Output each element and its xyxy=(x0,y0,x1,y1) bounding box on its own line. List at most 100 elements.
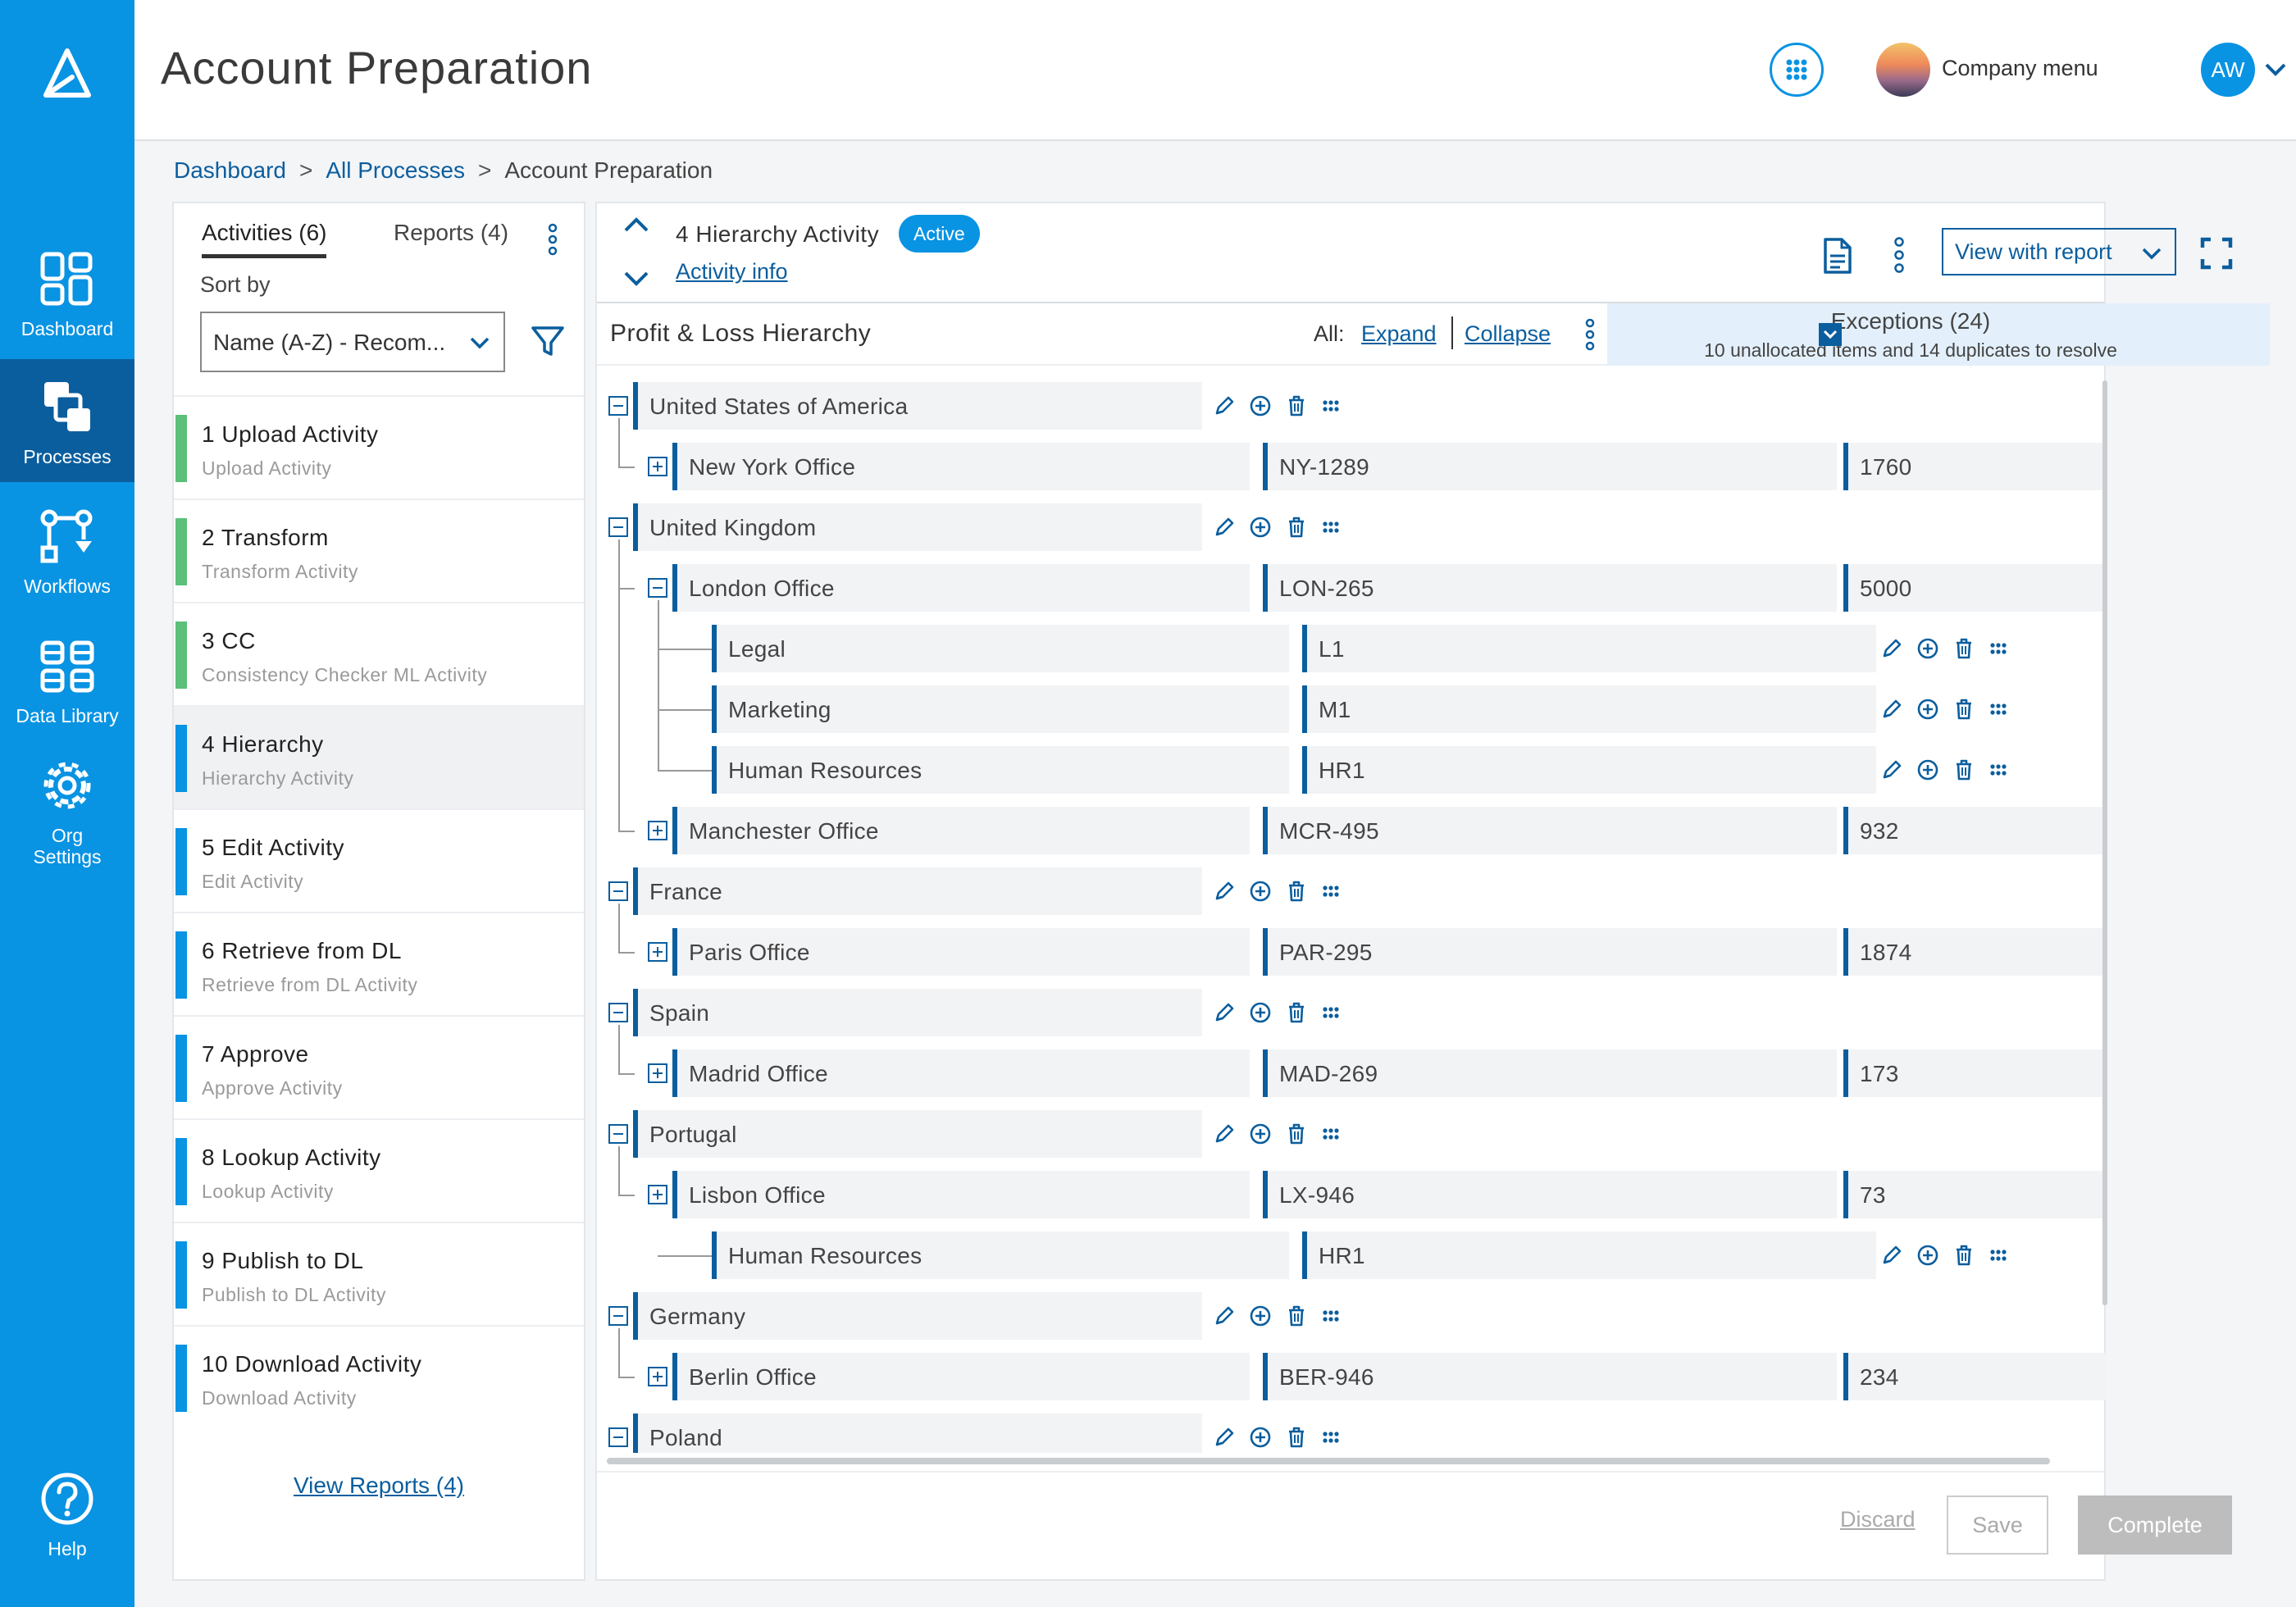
drag-handle-icon[interactable] xyxy=(1319,515,1343,539)
node-code-cell[interactable]: M1 xyxy=(1302,685,1876,733)
delete-icon[interactable] xyxy=(1284,394,1309,418)
collapse-node-button[interactable] xyxy=(608,517,628,537)
node-name-cell[interactable]: Legal xyxy=(712,625,1289,672)
rail-item-help[interactable]: Help xyxy=(0,1451,134,1574)
horizontal-scrollbar[interactable] xyxy=(607,1458,2050,1464)
node-name-cell[interactable]: Marketing xyxy=(712,685,1289,733)
rail-item-workflows[interactable]: Workflows xyxy=(0,489,134,612)
add-circle-icon[interactable] xyxy=(1248,1000,1273,1025)
node-code-cell[interactable]: LX-946 xyxy=(1263,1171,1837,1218)
expand-node-button[interactable] xyxy=(648,821,667,840)
node-value-cell[interactable]: 1874 xyxy=(1843,928,2106,976)
chevron-down-icon[interactable] xyxy=(622,269,651,289)
delete-icon[interactable] xyxy=(1952,758,1976,782)
drag-handle-icon[interactable] xyxy=(1986,1243,2011,1268)
node-name-cell[interactable]: Lisbon Office xyxy=(672,1171,1250,1218)
node-name-cell[interactable]: France xyxy=(633,867,1202,915)
delete-icon[interactable] xyxy=(1284,1425,1309,1450)
activity-list-item[interactable]: 10 Download Activity Download Activity xyxy=(174,1325,584,1428)
add-circle-icon[interactable] xyxy=(1916,758,1940,782)
activity-info-link[interactable]: Activity info xyxy=(676,259,788,284)
add-circle-icon[interactable] xyxy=(1248,515,1273,539)
drag-handle-icon[interactable] xyxy=(1319,1000,1343,1025)
activity-list-item[interactable]: 2 Transform Transform Activity xyxy=(174,498,584,602)
edit-icon[interactable] xyxy=(1879,697,1904,722)
app-logo-icon[interactable] xyxy=(34,44,100,110)
expand-node-button[interactable] xyxy=(648,1367,667,1386)
collapse-node-button[interactable] xyxy=(608,881,628,901)
node-name-cell[interactable]: Poland xyxy=(633,1414,1202,1453)
add-circle-icon[interactable] xyxy=(1916,1243,1940,1268)
node-code-cell[interactable]: NY-1289 xyxy=(1263,443,1837,490)
delete-icon[interactable] xyxy=(1952,697,1976,722)
chevron-up-icon[interactable] xyxy=(622,215,651,234)
document-icon[interactable] xyxy=(1820,236,1853,275)
node-name-cell[interactable]: Human Resources xyxy=(712,746,1289,794)
node-code-cell[interactable]: L1 xyxy=(1302,625,1876,672)
view-reports-link[interactable]: View Reports (4) xyxy=(294,1473,465,1498)
node-name-cell[interactable]: London Office xyxy=(672,564,1250,612)
node-name-cell[interactable]: Berlin Office xyxy=(672,1353,1250,1400)
activity-list-item[interactable]: 5 Edit Activity Edit Activity xyxy=(174,808,584,912)
kebab-menu-icon[interactable] xyxy=(1889,234,1909,275)
delete-icon[interactable] xyxy=(1284,1000,1309,1025)
kebab-menu-icon[interactable] xyxy=(1581,316,1599,353)
exceptions-toggle[interactable] xyxy=(1819,323,1842,346)
drag-handle-icon[interactable] xyxy=(1319,879,1343,904)
activity-list-item[interactable]: 7 Approve Approve Activity xyxy=(174,1015,584,1118)
drag-handle-icon[interactable] xyxy=(1319,1122,1343,1146)
delete-icon[interactable] xyxy=(1284,1304,1309,1328)
add-circle-icon[interactable] xyxy=(1916,636,1940,661)
company-menu-button[interactable]: Company menu xyxy=(1942,56,2098,80)
view-with-report-select[interactable]: View with report xyxy=(1942,228,2176,275)
node-value-cell[interactable]: 73 xyxy=(1843,1171,2106,1218)
node-name-cell[interactable]: Portugal xyxy=(633,1110,1202,1158)
activity-list-item[interactable]: 8 Lookup Activity Lookup Activity xyxy=(174,1118,584,1222)
add-circle-icon[interactable] xyxy=(1248,1122,1273,1146)
rail-item-org-settings[interactable]: Org Settings xyxy=(0,738,134,877)
edit-icon[interactable] xyxy=(1212,1425,1237,1450)
node-value-cell[interactable]: 234 xyxy=(1843,1353,2106,1400)
fullscreen-icon[interactable] xyxy=(2199,236,2234,271)
drag-handle-icon[interactable] xyxy=(1986,758,2011,782)
node-code-cell[interactable]: BER-946 xyxy=(1263,1353,1837,1400)
drag-handle-icon[interactable] xyxy=(1319,1304,1343,1328)
rail-item-dashboard[interactable]: Dashboard xyxy=(0,231,134,354)
activity-list-item[interactable]: 3 CC Consistency Checker ML Activity xyxy=(174,602,584,705)
rail-item-data-library[interactable]: Data Library xyxy=(0,618,134,741)
delete-icon[interactable] xyxy=(1284,879,1309,904)
kebab-menu-icon[interactable] xyxy=(543,221,563,257)
edit-icon[interactable] xyxy=(1212,515,1237,539)
tab-reports[interactable]: Reports (4) xyxy=(394,220,509,245)
collapse-node-button[interactable] xyxy=(608,1306,628,1326)
expand-node-button[interactable] xyxy=(648,457,667,476)
chevron-down-icon[interactable] xyxy=(2262,61,2289,79)
save-button[interactable]: Save xyxy=(1947,1495,2048,1555)
activity-list-item[interactable]: 1 Upload Activity Upload Activity xyxy=(174,395,584,498)
node-name-cell[interactable]: Manchester Office xyxy=(672,807,1250,854)
node-code-cell[interactable]: MCR-495 xyxy=(1263,807,1837,854)
collapse-node-button[interactable] xyxy=(608,1427,628,1447)
activity-list-item[interactable]: 4 Hierarchy Hierarchy Activity xyxy=(174,705,584,808)
edit-icon[interactable] xyxy=(1212,394,1237,418)
collapse-node-button[interactable] xyxy=(608,1003,628,1022)
app-grid-button[interactable] xyxy=(1770,43,1824,97)
node-value-cell[interactable]: 5000 xyxy=(1843,564,2106,612)
expand-node-button[interactable] xyxy=(648,1185,667,1204)
node-code-cell[interactable]: LON-265 xyxy=(1263,564,1837,612)
vertical-scrollbar[interactable] xyxy=(2102,380,2107,1305)
edit-icon[interactable] xyxy=(1879,636,1904,661)
drag-handle-icon[interactable] xyxy=(1319,1425,1343,1450)
edit-icon[interactable] xyxy=(1212,879,1237,904)
node-name-cell[interactable]: United States of America xyxy=(633,382,1202,430)
filter-icon[interactable] xyxy=(530,323,566,359)
node-value-cell[interactable]: 1760 xyxy=(1843,443,2106,490)
node-value-cell[interactable]: 932 xyxy=(1843,807,2106,854)
add-circle-icon[interactable] xyxy=(1916,697,1940,722)
rail-item-processes[interactable]: Processes xyxy=(0,359,134,482)
company-avatar[interactable] xyxy=(1876,43,1930,97)
user-avatar[interactable]: AW xyxy=(2201,43,2255,97)
activity-list-item[interactable]: 9 Publish to DL Publish to DL Activity xyxy=(174,1222,584,1325)
drag-handle-icon[interactable] xyxy=(1319,394,1343,418)
node-value-cell[interactable]: 173 xyxy=(1843,1049,2106,1097)
